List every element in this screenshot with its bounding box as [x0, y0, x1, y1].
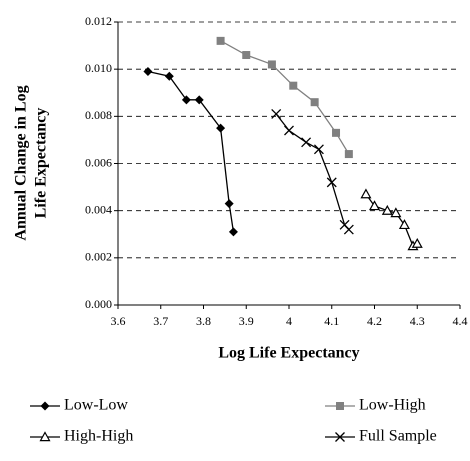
marker: [164, 71, 174, 81]
marker: [267, 60, 276, 69]
marker: [143, 67, 153, 77]
marker: [284, 125, 294, 136]
marker: [343, 224, 354, 235]
marker: [301, 137, 312, 148]
marker: [271, 109, 282, 119]
y-axis-title: Life Expectancy: [33, 108, 50, 219]
marker: [194, 95, 204, 105]
marker: [398, 219, 410, 230]
marker: [313, 144, 324, 155]
legend-marker: [39, 431, 51, 442]
x-axis-title: Log Life Expectancy: [218, 345, 359, 362]
marker: [332, 128, 341, 137]
legend-label: Full Sample: [359, 428, 437, 445]
legend-label: Low-High: [359, 397, 426, 414]
x-tick-label: 4: [286, 314, 292, 328]
marker: [360, 188, 372, 199]
y-tick-label: 0.006: [85, 155, 112, 169]
y-tick-label: 0.004: [85, 202, 112, 216]
legend-marker: [336, 402, 344, 410]
marker: [390, 207, 402, 218]
y-tick-label: 0.012: [85, 14, 112, 28]
marker: [181, 95, 191, 105]
legend-label: High-High: [64, 428, 133, 445]
marker: [368, 200, 381, 211]
x-tick-label: 3.6: [111, 314, 126, 328]
marker: [310, 98, 319, 107]
y-axis-title: Annual Change in Log: [13, 85, 30, 240]
x-tick-label: 4.2: [367, 314, 382, 328]
marker: [411, 237, 423, 248]
marker: [216, 36, 225, 45]
x-tick-label: 4.1: [324, 314, 339, 328]
marker: [228, 227, 238, 237]
x-tick-label: 3.8: [196, 314, 211, 328]
marker: [381, 204, 393, 215]
marker: [326, 177, 337, 188]
series-line: [147, 70, 235, 232]
marker: [344, 150, 353, 159]
marker: [224, 199, 234, 209]
legend-marker: [40, 401, 50, 411]
y-tick-label: 0.002: [85, 250, 112, 264]
series-line: [220, 40, 350, 155]
marker: [289, 81, 298, 90]
y-tick-label: 0.010: [85, 61, 112, 75]
marker: [242, 51, 251, 60]
x-tick-label: 4.3: [410, 314, 425, 328]
x-tick-label: 4.4: [453, 314, 468, 328]
marker: [216, 123, 226, 133]
y-tick-label: 0.008: [85, 108, 112, 122]
x-tick-label: 3.9: [239, 314, 254, 328]
x-tick-label: 3.7: [153, 314, 168, 328]
legend-marker: [335, 432, 345, 442]
legend-label: Low-Low: [64, 397, 128, 414]
y-tick-label: 0.000: [85, 297, 112, 311]
